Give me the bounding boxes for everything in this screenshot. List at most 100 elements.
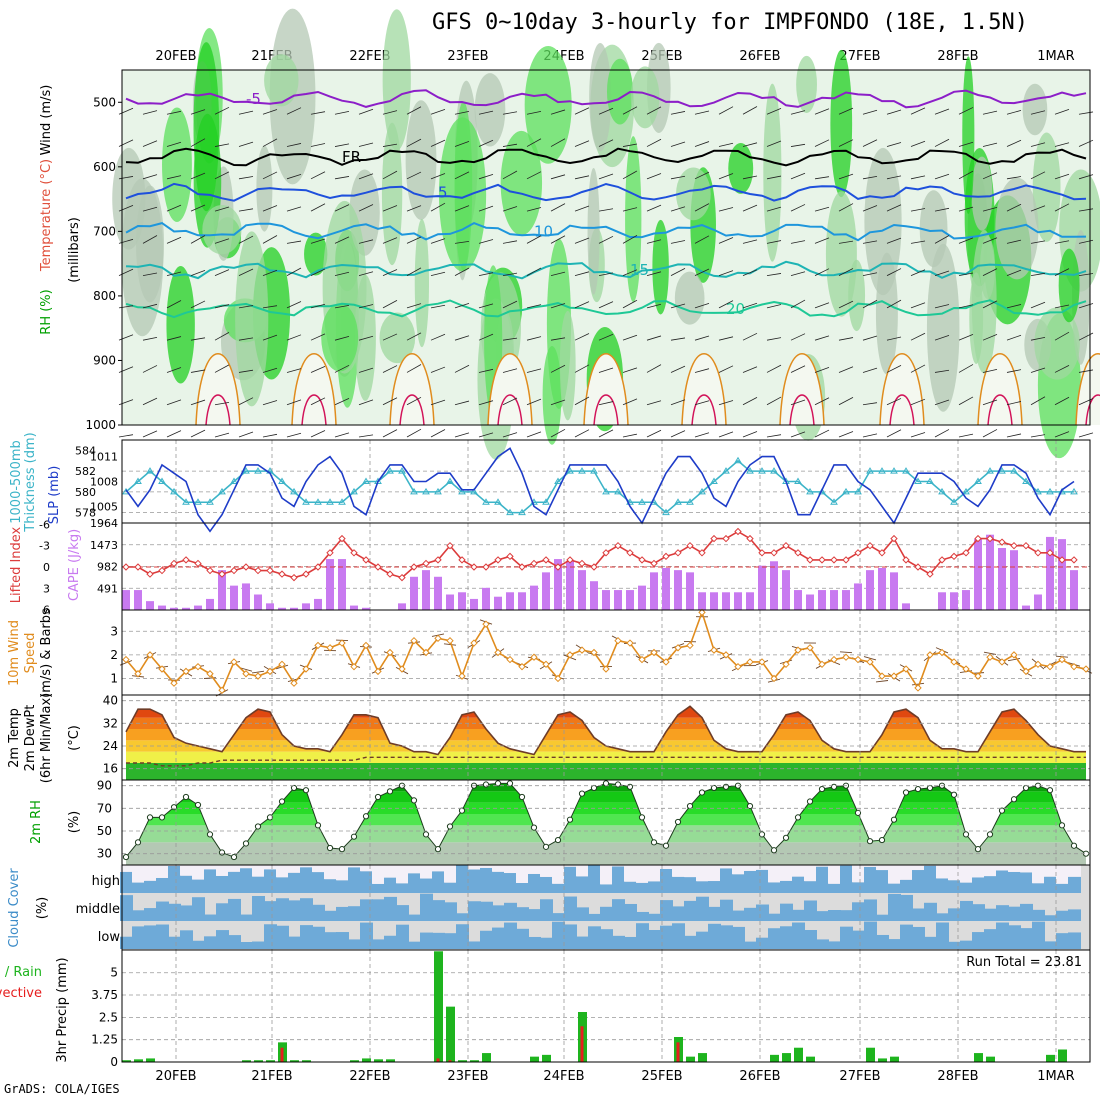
wind-barb [646,271,662,277]
lifted-index-point [398,573,406,582]
wind-barb [838,300,854,309]
wind-barb [526,207,542,212]
pressure-tick-label: 600 [93,160,116,174]
wind-label-2: Speed [23,633,38,674]
cloud-cell [504,873,517,893]
cloud-clear [600,865,613,885]
wind-barb [1054,203,1070,212]
wind-barb [1030,396,1046,406]
wind-barb [142,174,158,180]
lifted-index-point [194,559,202,568]
wind-barb [238,110,254,115]
li-tick-label: 0 [43,561,50,574]
wind-speed-point [134,670,142,678]
cape-tick-label: 491 [97,582,118,595]
wind-barb [166,300,182,309]
precip-bar [254,1060,263,1062]
wind-barb [214,432,230,438]
wind-barb [622,398,638,406]
rh-point [266,814,274,821]
wind-speed-point [638,655,646,664]
wind-barb [838,268,854,276]
cloud-cell [588,865,601,893]
thickness-tick-label: 584 [75,444,96,457]
wind-barb [1054,240,1070,244]
thickness-point [806,487,814,495]
wind-barb [286,143,302,147]
wind-barb [286,368,302,373]
wind-barb [982,300,998,309]
wind-barb [526,304,542,309]
wind-speed-point [614,636,622,645]
wind-barb [382,333,398,341]
cloud-clear [228,865,241,872]
cape-bar [1046,536,1054,610]
wind-barb [742,366,758,373]
wind-barb [502,240,518,244]
thickness-point [842,487,850,495]
wind-barb [190,429,206,438]
rh-point [866,838,874,845]
cloud-cell [696,896,709,921]
cape-bar [938,592,946,610]
wind-barb [142,303,158,309]
wind-barb [454,335,470,341]
wind-barb [430,366,446,373]
cloud-cell [192,940,205,949]
wind-barb [142,206,158,212]
thickness-point [662,508,670,516]
wind-barb [550,364,566,373]
isotherm-30 [1085,394,1100,426]
lifted-index-point [950,552,958,561]
cape-bar [686,572,694,610]
wind-barb [718,400,734,406]
rh-tick-label: 50 [97,824,112,838]
cape-bar [398,603,406,610]
thickness-point [590,467,598,474]
rh-point [770,847,778,854]
wind-barb [934,369,950,373]
rh-contour [1032,132,1061,242]
wind-barb [190,369,206,373]
lifted-index-point [770,549,778,557]
cloud-cell [228,871,241,893]
wind-barb [1006,269,1022,277]
wind-barb [718,270,734,277]
cloud-cell [420,932,433,949]
cloud-clear [696,865,709,882]
temp-fill-group [126,706,1086,780]
wind-speed-point [698,608,706,617]
wind-barb [526,267,542,276]
cloud-cell [804,900,817,921]
wind-barb [358,142,374,147]
cloud-cell [264,869,277,893]
wind-speed-point [1070,662,1078,671]
thickness-point [758,467,766,474]
rh-contour [995,177,1039,280]
cloud-cell [1008,925,1021,949]
wind-barb [214,402,230,406]
cape-label: CAPE (J/kg) [67,529,82,601]
cloud-cell [744,941,757,949]
thickness-point [362,477,370,484]
wind-barb [718,300,734,309]
wind-barb [358,239,374,244]
rh-point [230,853,238,861]
cloud-cell [276,925,289,949]
precip-bar [146,1058,155,1062]
precip-bar [698,1053,707,1062]
thickness-tick-label: 580 [75,486,96,499]
wind-barb [1054,396,1070,406]
cloud-clear [888,865,901,884]
cloud-cell [432,871,445,893]
wind-barb [526,171,542,180]
rh-band [126,791,1086,803]
thickness-point [578,467,586,474]
wind-barb [742,302,758,309]
wind-barb [1054,331,1070,341]
rh-contour [1022,83,1048,136]
rh-point [638,814,646,821]
wind-barb [382,300,398,309]
wind-barb [190,269,206,277]
rh-point [482,781,490,788]
